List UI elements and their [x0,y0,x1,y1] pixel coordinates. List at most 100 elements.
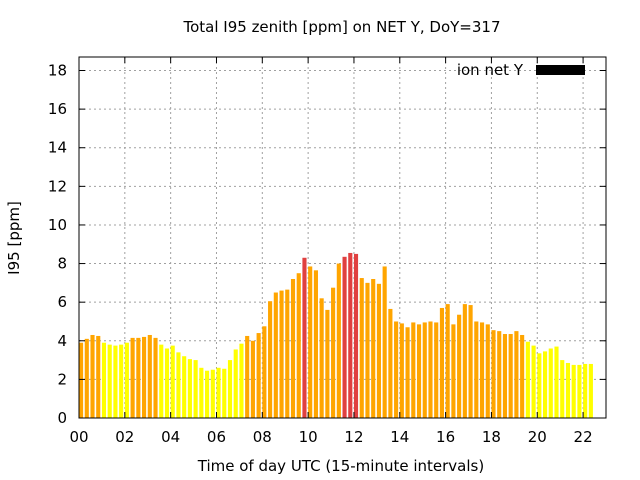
bar [222,368,227,418]
bar [273,292,278,418]
y-tick-label: 2 [57,370,67,388]
bars [79,252,593,418]
bar [353,253,359,418]
bar [348,252,353,418]
bar [227,360,233,418]
x-tick-label: 14 [390,428,409,446]
bar [84,338,89,418]
bar [113,345,118,418]
legend: ion net Y [457,61,585,79]
bar [302,257,307,418]
bar [565,362,571,418]
bar [439,307,445,418]
bar [176,352,181,418]
bar [365,282,370,418]
legend-label: ion net Y [457,61,524,79]
y-tick-label: 10 [48,216,67,234]
bar [107,344,112,418]
bar [571,364,576,418]
bar [124,342,129,418]
bar [371,279,376,418]
bar [388,308,393,418]
bar [250,340,255,418]
bar [182,356,187,418]
bar [331,287,336,418]
bar [542,351,548,418]
bar [411,322,416,418]
bar [462,304,467,418]
bar [416,324,422,418]
y-tick-label: 14 [48,139,67,157]
bar [451,324,456,418]
bar [199,367,204,418]
bar [485,324,490,418]
bar [239,343,244,418]
bar [245,335,250,418]
bar [342,256,347,418]
bar [497,331,502,418]
plot-frame [78,56,607,419]
x-tick-label: 12 [344,428,363,446]
bar [531,345,536,418]
bar [554,346,559,418]
bar [457,314,462,418]
bar [325,309,330,418]
bar [170,345,175,418]
x-tick-label: 06 [207,428,226,446]
x-tick-label: 02 [115,428,134,446]
bar [588,363,593,418]
bar [187,359,192,418]
bar [382,266,387,418]
bar [130,337,135,418]
bar [479,322,485,418]
bar [428,321,433,418]
bar [474,321,479,418]
bar [336,263,341,418]
x-tick-label: 20 [528,428,547,446]
bar [147,334,152,418]
y-tick-label: 12 [48,177,67,195]
x-tick-label: 10 [299,428,318,446]
bar [376,283,381,418]
bar [508,334,513,418]
bar [164,348,170,418]
bar [205,370,210,418]
bar [537,353,542,418]
bar [193,360,198,418]
bar [296,273,301,418]
bar [256,333,261,418]
bar [514,331,519,418]
bar [290,279,296,418]
bar [399,323,404,418]
y-tick-label: 16 [48,100,67,118]
chart-title: Total I95 zenith [ppm] on NET Y, DoY=317 [182,18,500,36]
bar [153,337,158,418]
bar [96,335,101,418]
bar [210,369,215,418]
bar [159,344,164,418]
bar [79,342,84,418]
y-tick-label: 8 [57,255,67,273]
bar [136,337,141,418]
bar [560,360,565,418]
bar [313,270,318,418]
x-tick-label: 00 [69,428,88,446]
bar [520,334,525,418]
y-tick-label: 4 [57,332,67,350]
bar [308,266,313,418]
bar [491,330,496,418]
bar [434,322,439,418]
bar [233,349,238,418]
y-tick-label: 0 [57,409,67,427]
y-tick-label: 6 [57,293,67,311]
bar [502,334,508,418]
bar [445,304,450,418]
x-tick-label: 16 [436,428,455,446]
bar [577,364,582,418]
y-tick-label: 18 [48,62,67,80]
x-tick-label: 04 [161,428,180,446]
y-axis-label: I95 [ppm] [5,201,23,275]
bar [394,321,399,418]
bar [583,363,588,418]
